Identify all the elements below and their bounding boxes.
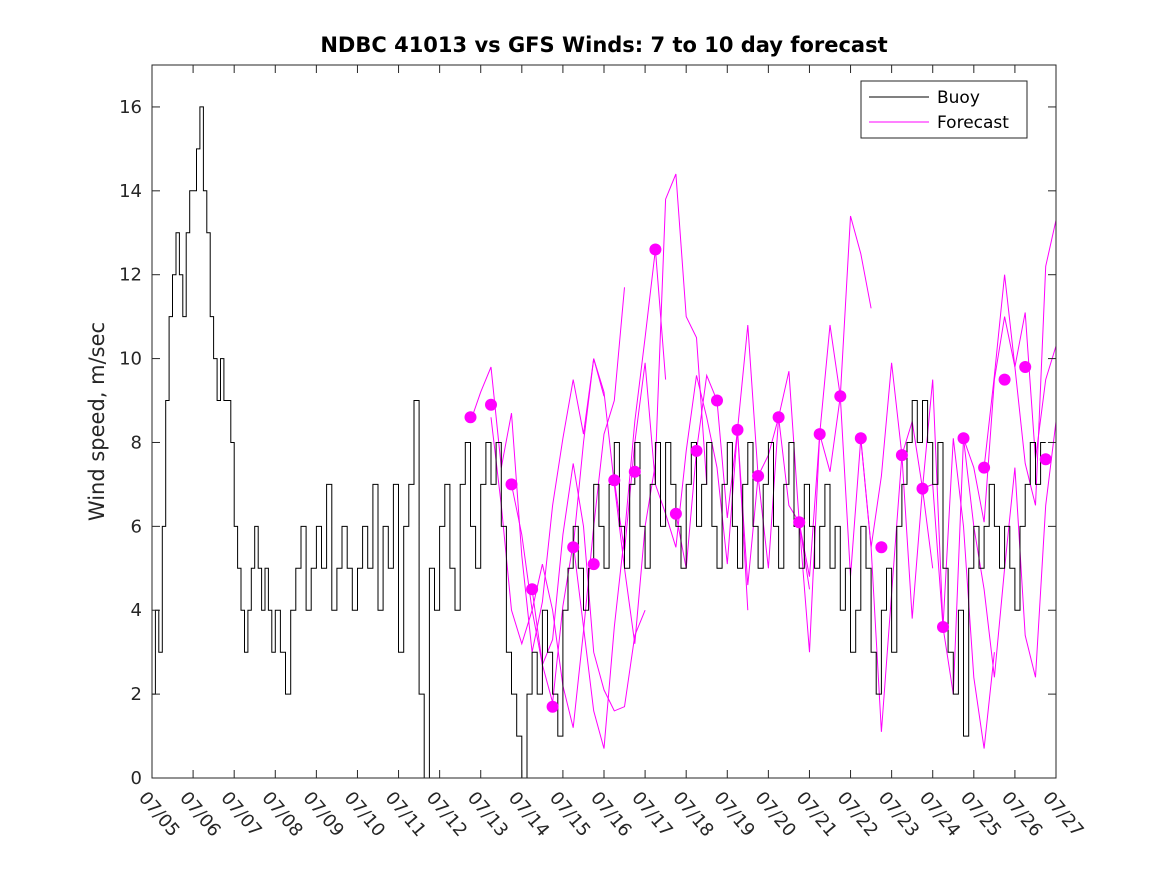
forecast-run-line-2 [490,287,625,728]
forecast-run-line-7 [675,324,810,590]
y-tick-label: 16 [119,97,142,118]
buoy-line [152,106,1046,779]
legend-forecast-label: Forecast [937,113,1009,133]
forecast-point [731,423,744,436]
forecast-point [772,411,785,424]
forecast-point [464,411,477,424]
plot-area [152,65,1056,778]
forecast-point [711,394,723,407]
y-tick-label: 4 [131,600,142,621]
legend: Buoy Forecast [860,80,1028,139]
forecast-point [546,700,559,713]
forecast-point [608,474,621,487]
y-tick-label: 0 [131,768,142,789]
forecast-point [1019,361,1032,373]
forecast-point [834,390,847,403]
forecast-point [485,398,497,411]
y-tick-label: 6 [131,516,142,537]
forecast-point [526,583,539,596]
y-tick-label: 10 [119,349,142,370]
forecast-point [649,243,662,256]
buoy-series [152,106,1046,779]
forecast-point [567,541,580,554]
y-axis-label: Wind speed, m/sec [85,322,109,521]
legend-buoy-label: Buoy [937,88,980,108]
forecast-point [690,444,703,457]
forecast-run-line-13 [983,274,1057,468]
forecast-points [464,243,1052,713]
forecast-point [813,428,826,441]
forecast-run-line-11 [922,220,1057,695]
forecast-point [793,516,806,529]
legend-box [860,80,1028,139]
forecast-point [998,373,1011,386]
forecast-point [1039,453,1052,466]
y-tick-label: 12 [119,265,142,286]
forecast-point [752,470,765,482]
y-tick-label: 14 [119,181,142,202]
forecast-run-line-6 [613,362,749,611]
forecast-point [957,432,970,445]
forecast-point [854,432,867,445]
y-tick-label: 8 [131,432,142,453]
forecast-point [916,482,929,495]
forecast-run-line-5 [572,173,708,644]
forecast-point [505,478,518,491]
forecast-point [937,621,949,633]
forecast-point [875,541,888,554]
forecast-point [628,465,641,478]
chart-title: NDBC 41013 vs GFS Winds: 7 to 10 day for… [320,33,887,57]
forecast-point [669,507,682,520]
forecast-point [978,461,991,474]
forecast-run-line-4 [531,249,667,749]
forecast-point [895,449,908,462]
y-tick-label: 2 [131,684,142,705]
forecast-point [587,558,600,571]
